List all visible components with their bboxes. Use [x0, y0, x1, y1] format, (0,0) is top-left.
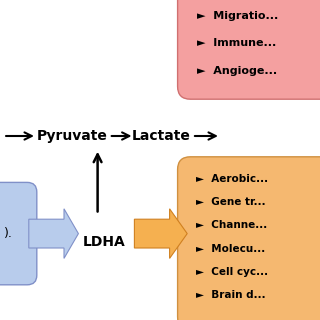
Text: ►  Immune...: ► Immune...	[197, 38, 276, 48]
Text: Lactate: Lactate	[132, 129, 191, 143]
Text: ►  Channe...: ► Channe...	[196, 220, 267, 230]
Text: ►  Aerobic...: ► Aerobic...	[196, 174, 268, 184]
Text: ►  Brain d...: ► Brain d...	[196, 290, 266, 300]
Text: ►  Cell cyc...: ► Cell cyc...	[196, 267, 268, 276]
Text: Pyruvate: Pyruvate	[36, 129, 108, 143]
Text: ►  Gene tr...: ► Gene tr...	[196, 197, 266, 207]
FancyBboxPatch shape	[0, 182, 37, 285]
Text: ►  Molecu...: ► Molecu...	[196, 244, 265, 253]
FancyArrow shape	[29, 209, 78, 259]
FancyBboxPatch shape	[178, 157, 320, 320]
Text: ►  Angioge...: ► Angioge...	[197, 66, 277, 76]
FancyBboxPatch shape	[178, 0, 320, 99]
Text: ).: ).	[4, 227, 12, 240]
Text: LDHA: LDHA	[83, 235, 125, 249]
Text: ►  Migratio...: ► Migratio...	[197, 11, 278, 21]
FancyArrow shape	[134, 209, 187, 259]
